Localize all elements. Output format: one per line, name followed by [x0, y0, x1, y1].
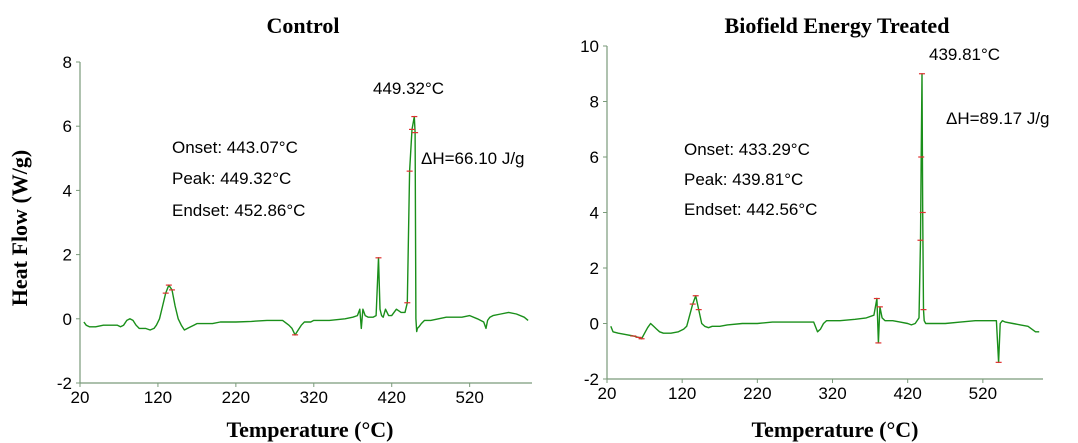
axes [76, 61, 532, 387]
enthalpy-annotation: ΔH=66.10 J/g [421, 149, 525, 168]
y-tick-label: 8 [63, 53, 72, 72]
peak-annotation: Peak: 439.81°C [684, 170, 803, 189]
x-tick-label: 120 [144, 388, 172, 407]
y-tick-label: 6 [590, 148, 599, 167]
plot-area [83, 115, 529, 336]
chart-title: Biofield Energy Treated [725, 13, 950, 38]
x-tick-label: 520 [969, 384, 997, 403]
axes [603, 45, 1043, 383]
y-tick-label: 2 [63, 246, 72, 265]
y-tick-label: 4 [63, 181, 72, 200]
x-tick-label: 520 [455, 388, 483, 407]
y-tick-label: -2 [57, 374, 72, 393]
endset-annotation: Endset: 452.86°C [172, 201, 305, 220]
tick-labels: -2 0 2 4 6 8 10 20 120 220 320 420 520 [580, 37, 997, 403]
enthalpy-annotation: ΔH=89.17 J/g [946, 109, 1050, 128]
x-tick-label: 120 [668, 384, 696, 403]
x-tick-label: 220 [743, 384, 771, 403]
y-axis-label: Heat Flow (W/g) [7, 150, 32, 306]
y-tick-label: 0 [590, 315, 599, 334]
x-tick-label: 20 [598, 384, 617, 403]
x-tick-label: 420 [894, 384, 922, 403]
y-tick-label: 2 [590, 259, 599, 278]
endset-annotation: Endset: 442.56°C [684, 200, 817, 219]
x-tick-label: 320 [818, 384, 846, 403]
x-tick-label: 20 [71, 388, 90, 407]
tick-labels: -2 0 2 4 6 8 20 120 220 320 420 520 [57, 53, 484, 407]
y-tick-label: -2 [584, 370, 599, 389]
y-tick-label: 6 [63, 117, 72, 136]
heat-flow-curve [610, 73, 1040, 364]
x-axis-label: Temperature (°C) [751, 417, 918, 442]
heat-flow-curve [83, 115, 529, 336]
peak-temperature-label: 439.81°C [929, 45, 1000, 64]
y-tick-label: 10 [580, 37, 599, 56]
peak-temperature-label: 449.32°C [373, 79, 444, 98]
peak-annotation: Peak: 449.32°C [172, 169, 291, 188]
y-tick-label: 4 [590, 204, 599, 223]
x-axis-label: Temperature (°C) [226, 417, 393, 442]
y-tick-label: 8 [590, 93, 599, 112]
x-tick-label: 320 [300, 388, 328, 407]
onset-annotation: Onset: 433.29°C [684, 140, 810, 159]
y-tick-label: 0 [63, 310, 72, 329]
x-tick-label: 220 [222, 388, 250, 407]
control-panel: Control Temperature (°C) -2 0 2 4 6 8 20 120 220… [57, 13, 532, 442]
onset-annotation: Onset: 443.07°C [172, 138, 298, 157]
chart-title: Control [267, 13, 340, 38]
treated-panel: Biofield Energy Treated Temperature (°C)… [580, 13, 1049, 442]
x-tick-label: 420 [378, 388, 406, 407]
plot-area [610, 73, 1040, 364]
